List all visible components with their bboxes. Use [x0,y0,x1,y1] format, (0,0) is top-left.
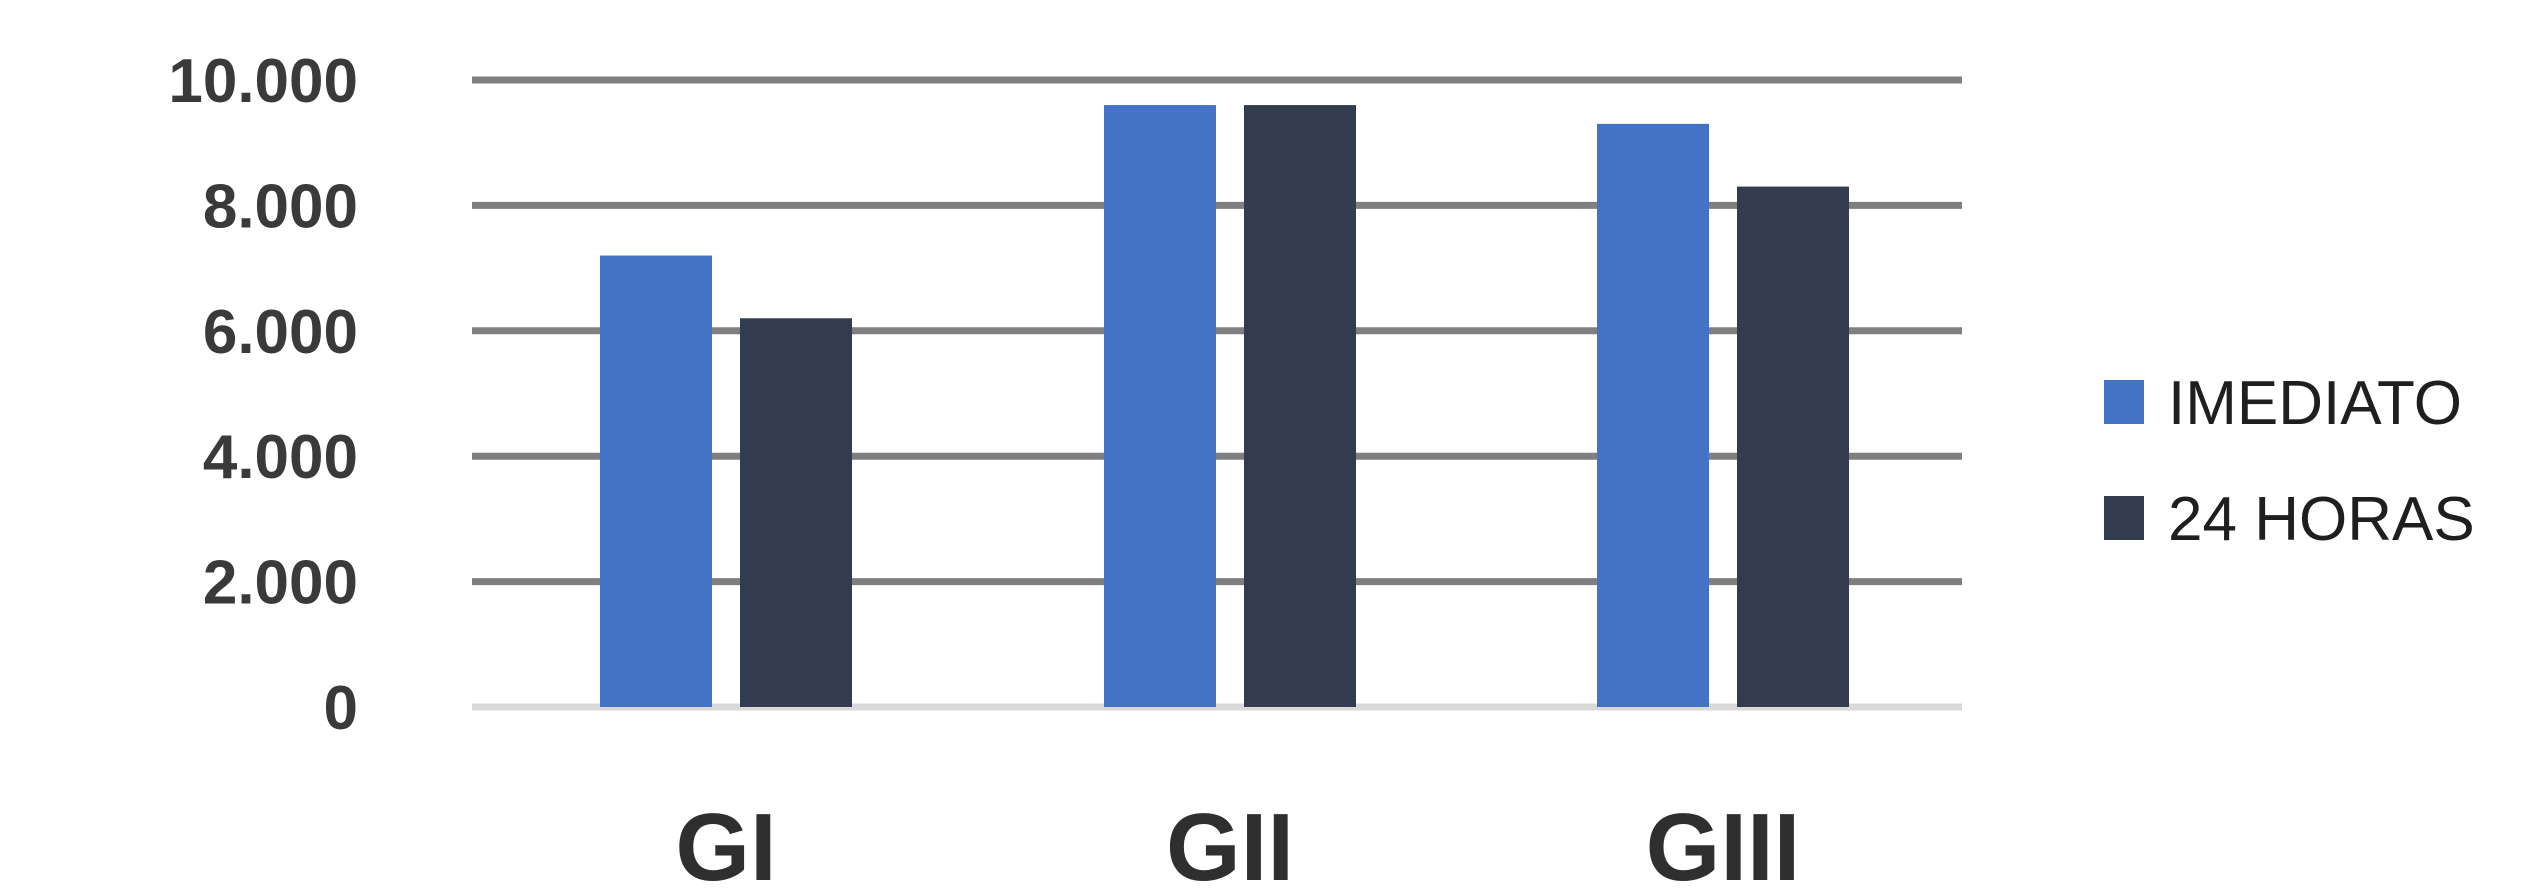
bar-24-horas-giii [1737,186,1849,708]
legend-label: 24 HORAS [2168,485,2475,554]
bars [600,105,1849,708]
y-tick-label: 10.000 [168,47,358,116]
legend-label: IMEDIATO [2168,369,2462,438]
gridlines [472,76,1962,711]
y-axis: 0 2.000 4.000 6.000 8.000 10.000 [168,47,358,743]
bar-imediato-gi [600,255,712,707]
y-tick-label: 6.000 [203,298,358,367]
legend: IMEDIATO 24 HORAS [2104,369,2475,554]
y-tick-label: 4.000 [203,423,358,492]
legend-swatch [2104,380,2144,424]
x-tick-label: GIII [1646,794,1801,891]
legend-item-24-horas: 24 HORAS [2104,485,2475,554]
bar-24-horas-gii [1244,105,1356,707]
x-axis: GI GII GIII [675,794,1801,896]
y-tick-label: 2.000 [203,549,358,618]
bar-24-horas-gi [740,318,852,707]
y-tick-label: 8.000 [203,172,358,241]
y-tick-label: 0 [324,674,358,743]
x-tick-label: GII [1166,794,1294,891]
legend-item-imediato: IMEDIATO [2104,369,2462,438]
bar-imediato-gii [1104,105,1216,707]
legend-swatch [2104,496,2144,540]
x-tick-label: GI [675,794,776,891]
bar-imediato-giii [1597,123,1709,707]
